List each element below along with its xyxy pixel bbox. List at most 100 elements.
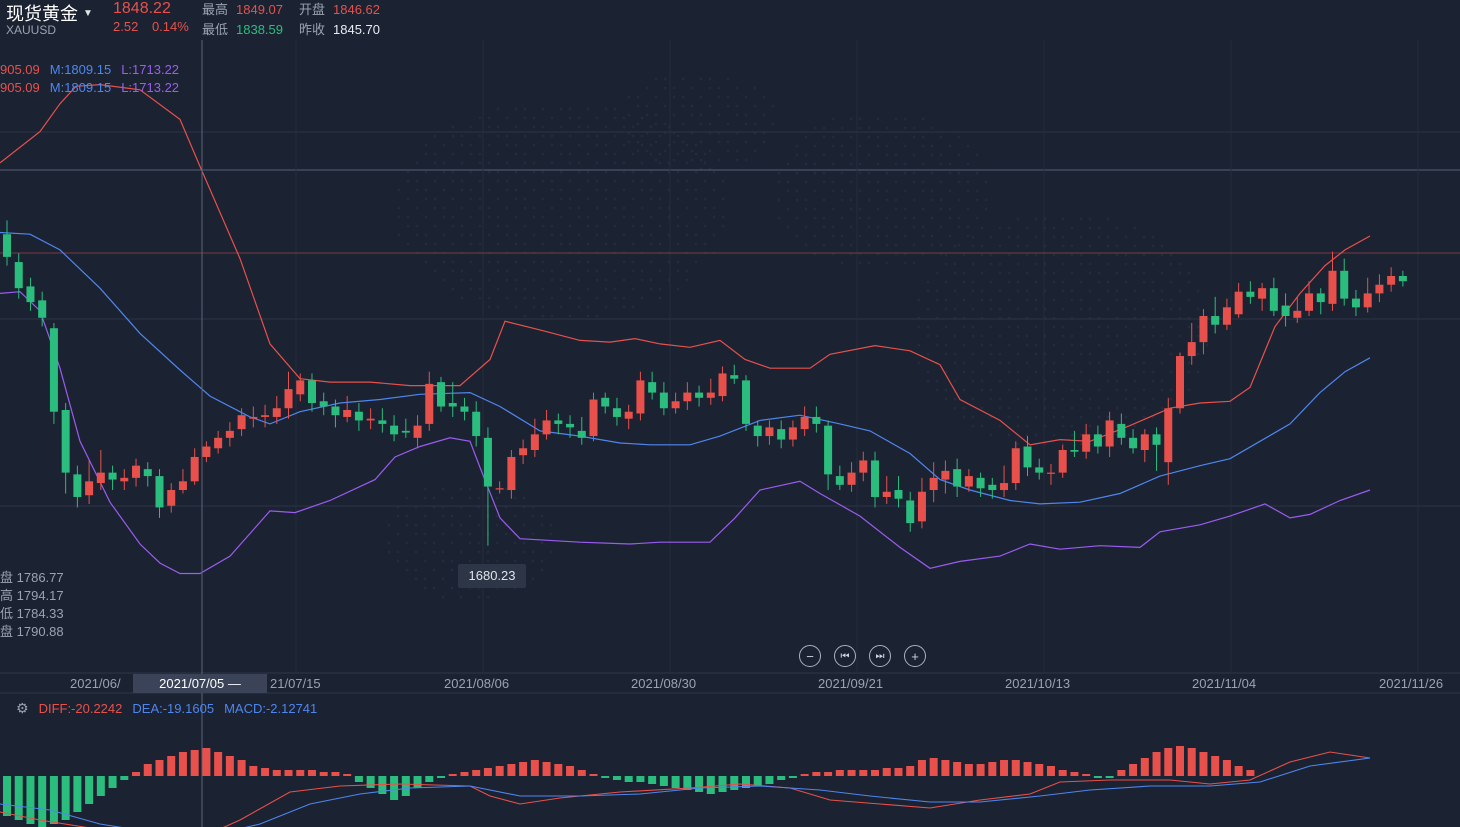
macd-bar-positive (577, 770, 586, 776)
map-dot (681, 140, 685, 144)
candle-up (1222, 307, 1231, 325)
candle-up (1305, 293, 1314, 311)
map-dot (441, 577, 445, 581)
map-dot (1025, 388, 1029, 392)
map-dot (532, 170, 536, 174)
map-dot (1106, 307, 1110, 311)
map-dot (451, 269, 455, 273)
map-dot (804, 135, 808, 139)
map-dot (1106, 334, 1110, 338)
map-dot (1124, 235, 1128, 239)
map-dot (1007, 388, 1011, 392)
map-dot (532, 305, 536, 309)
map-dot (622, 143, 626, 147)
map-dot (980, 226, 984, 230)
map-dot (1088, 307, 1092, 311)
settings-icon[interactable]: ⚙ (16, 700, 29, 716)
map-dot (595, 116, 599, 120)
candle-down (1211, 316, 1220, 325)
map-dot (514, 197, 518, 201)
map-dot (849, 153, 853, 157)
map-dot (1097, 280, 1101, 284)
map-dot (966, 234, 970, 238)
map-dot (586, 224, 590, 228)
map-dot (966, 225, 970, 229)
map-dot (613, 116, 617, 120)
map-dot (1079, 325, 1083, 329)
macd-bar-negative (26, 776, 35, 824)
map-dot (1034, 307, 1038, 311)
map-dot (735, 104, 739, 108)
map-dot (926, 334, 930, 338)
map-dot (685, 161, 689, 165)
map-dot (1025, 343, 1029, 347)
map-dot (424, 215, 428, 219)
map-dot (681, 122, 685, 126)
map-dot (568, 269, 572, 273)
map-dot (822, 126, 826, 130)
map-dot (953, 244, 957, 248)
map-dot (550, 179, 554, 183)
map-dot (663, 104, 667, 108)
map-dot (559, 170, 563, 174)
map-dot (971, 424, 975, 428)
x-axis-label: 2021/11/26 (1379, 676, 1444, 691)
map-dot (640, 116, 644, 120)
map-dot (424, 152, 428, 156)
macd-bar-positive (906, 766, 915, 776)
map-dot (649, 188, 653, 192)
map-dot (1097, 271, 1101, 275)
map-dot (478, 287, 482, 291)
map-dot (813, 216, 817, 220)
map-dot (804, 225, 808, 229)
map-dot (903, 126, 907, 130)
map-dot (442, 170, 446, 174)
map-dot (469, 197, 473, 201)
map-dot (1160, 298, 1164, 302)
map-dot (1061, 289, 1065, 293)
x-axis-label: 2021/11/04 (1192, 676, 1257, 691)
map-dot (460, 143, 464, 147)
map-dot (1133, 262, 1137, 266)
map-dot (658, 296, 662, 300)
map-dot (1115, 388, 1119, 392)
zoom-in-button[interactable]: + (904, 645, 926, 667)
map-dot (586, 287, 590, 291)
map-dot (622, 188, 626, 192)
map-dot (971, 289, 975, 293)
candle-up (1258, 288, 1267, 299)
map-dot (414, 577, 418, 581)
map-dot (478, 296, 482, 300)
map-dot (703, 224, 707, 228)
map-dot (441, 487, 445, 491)
map-dot (804, 162, 808, 166)
last-price: 1848.22 (113, 0, 171, 17)
map-dot (531, 550, 535, 554)
scroll-left-button[interactable]: ⏮ (834, 645, 856, 667)
macd-bar-positive (178, 752, 187, 776)
map-dot (735, 149, 739, 153)
zoom-out-button[interactable]: − (799, 645, 821, 667)
map-dot (486, 595, 490, 599)
map-dot (953, 379, 957, 383)
scroll-right-button[interactable]: ⏭ (869, 645, 891, 667)
map-dot (1124, 262, 1128, 266)
map-dot (649, 197, 653, 201)
map-dot (876, 234, 880, 238)
candle-down (108, 472, 117, 480)
map-dot (432, 550, 436, 554)
map-dot (1178, 307, 1182, 311)
map-dot (396, 514, 400, 518)
map-dot (762, 95, 766, 99)
instrument-selector[interactable]: 现货黄金 ▼ (6, 0, 93, 26)
map-dot (658, 242, 662, 246)
stat-open: 开盘 1846.62 (299, 0, 380, 18)
map-dot (654, 95, 658, 99)
macd-bar-positive (307, 770, 316, 776)
map-dot (1034, 262, 1038, 266)
candle-down (554, 420, 563, 424)
map-dot (989, 253, 993, 257)
map-dot (777, 216, 781, 220)
map-dot (604, 125, 608, 129)
